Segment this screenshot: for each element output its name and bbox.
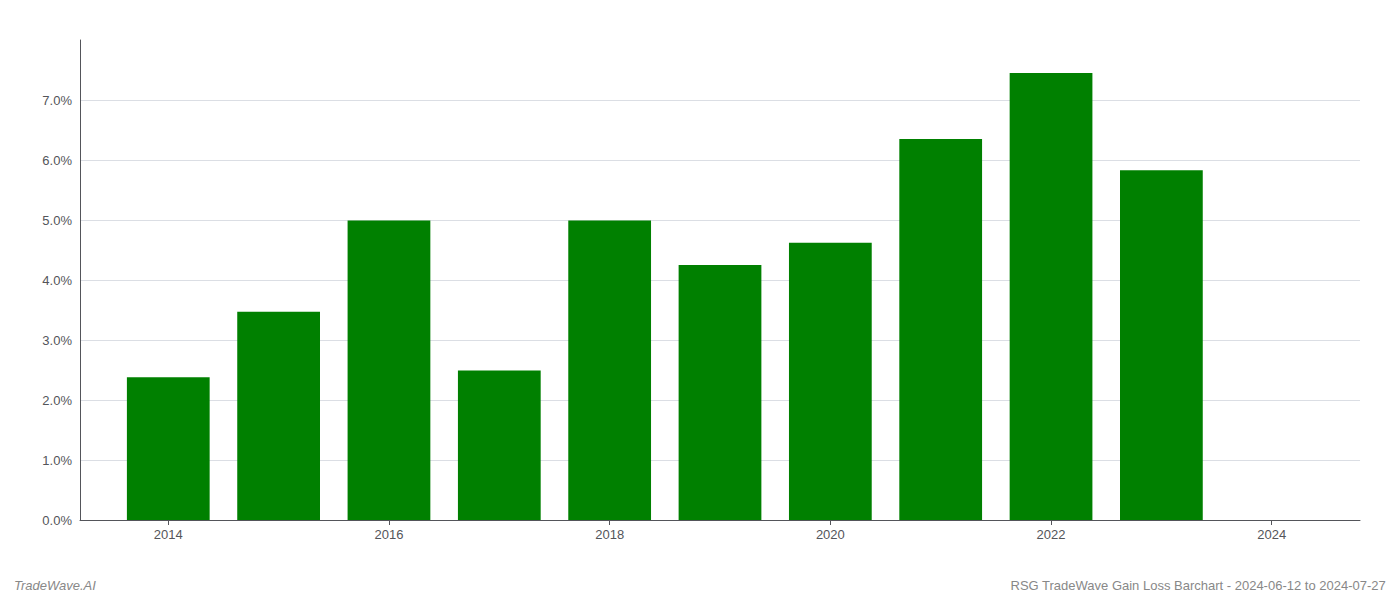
- svg-text:2016: 2016: [375, 527, 404, 542]
- svg-text:2020: 2020: [816, 527, 845, 542]
- svg-text:RSG TradeWave Gain Loss Barcha: RSG TradeWave Gain Loss Barchart - 2024-…: [1010, 578, 1385, 593]
- svg-text:1.0%: 1.0%: [42, 453, 72, 468]
- svg-text:2.0%: 2.0%: [42, 393, 72, 408]
- svg-text:6.0%: 6.0%: [42, 153, 72, 168]
- svg-text:2024: 2024: [1257, 527, 1286, 542]
- svg-text:2022: 2022: [1037, 527, 1066, 542]
- svg-text:2018: 2018: [595, 527, 624, 542]
- svg-text:5.0%: 5.0%: [42, 213, 72, 228]
- svg-text:7.0%: 7.0%: [42, 93, 72, 108]
- svg-text:0.0%: 0.0%: [42, 513, 72, 528]
- svg-text:TradeWave.AI: TradeWave.AI: [14, 578, 96, 593]
- svg-text:4.0%: 4.0%: [42, 273, 72, 288]
- svg-text:3.0%: 3.0%: [42, 333, 72, 348]
- svg-text:2014: 2014: [154, 527, 183, 542]
